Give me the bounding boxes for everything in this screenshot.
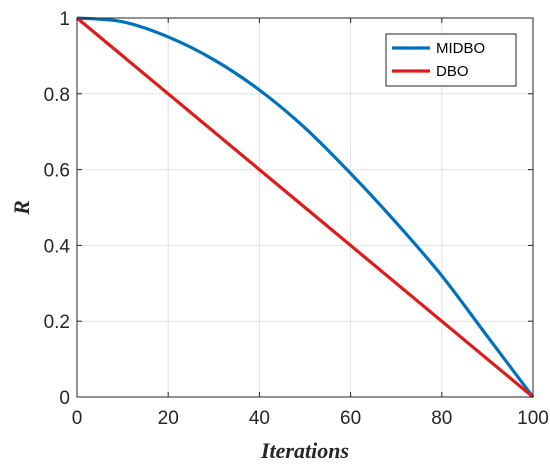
legend-box <box>385 33 517 87</box>
y-axis-title: R <box>9 200 34 216</box>
y-tick-label: 0.6 <box>44 161 70 182</box>
y-tick-label: 0.8 <box>44 85 70 106</box>
legend-label-dbo: DBO <box>436 63 469 80</box>
x-tick-label: 60 <box>340 408 361 429</box>
x-tick-label: 40 <box>249 408 270 429</box>
legend-label-midbo: MIDBO <box>436 40 485 57</box>
y-tick-label: 0 <box>59 388 70 409</box>
x-axis-title: Iterations <box>260 438 349 463</box>
series-line-midbo <box>76 16 535 398</box>
x-tick-label: 80 <box>431 408 452 429</box>
axis-ticks: 0 20 40 60 80 100 0 0.2 0.4 0.6 0.8 1 <box>44 9 549 429</box>
plot-frame <box>76 17 534 398</box>
x-tick-label: 20 <box>158 408 179 429</box>
y-tick-label: 0.2 <box>44 312 70 333</box>
y-tick-label: 0.4 <box>44 236 71 257</box>
series-lines <box>75 16 535 399</box>
x-tick-label: 100 <box>517 408 549 429</box>
y-tick-label: 1 <box>59 9 70 30</box>
legend: MIDBO DBO <box>385 33 517 87</box>
x-tick-label: 0 <box>72 408 83 429</box>
series-line-dbo <box>75 16 535 399</box>
